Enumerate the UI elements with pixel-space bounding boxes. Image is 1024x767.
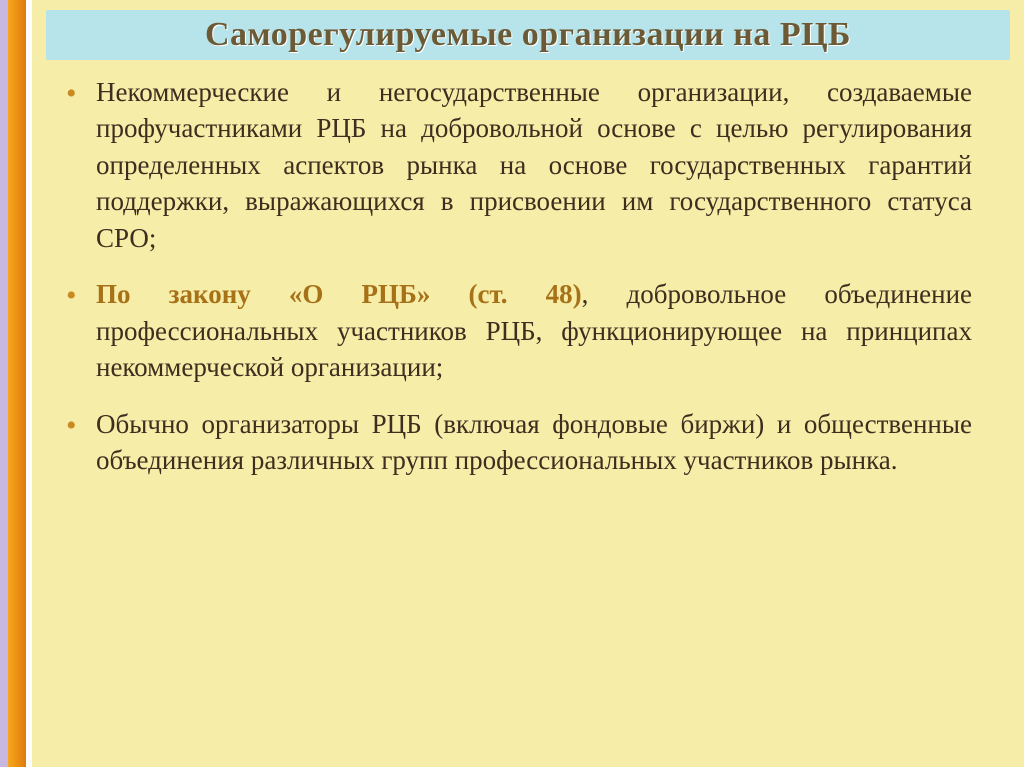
stripe-lavender <box>0 0 8 767</box>
bullet-item: Обычно организаторы РЦБ (включая фондовы… <box>66 406 972 479</box>
title-bar: Саморегулируемые организации на РЦБ <box>46 10 1010 60</box>
content-area: Некоммерческие и негосударственные орган… <box>32 66 1024 508</box>
bullet-list: Некоммерческие и негосударственные орган… <box>66 74 972 478</box>
law-reference: По закону «О РЦБ» (ст. 48) <box>96 279 582 309</box>
bullet-item: По закону «О РЦБ» (ст. 48), добровольное… <box>66 276 972 385</box>
decorative-left-stripe <box>0 0 32 767</box>
slide-body: Саморегулируемые организации на РЦБ Неко… <box>32 0 1024 767</box>
bullet-item: Некоммерческие и негосударственные орган… <box>66 74 972 256</box>
stripe-orange <box>8 0 26 767</box>
slide-title: Саморегулируемые организации на РЦБ <box>56 16 1000 54</box>
